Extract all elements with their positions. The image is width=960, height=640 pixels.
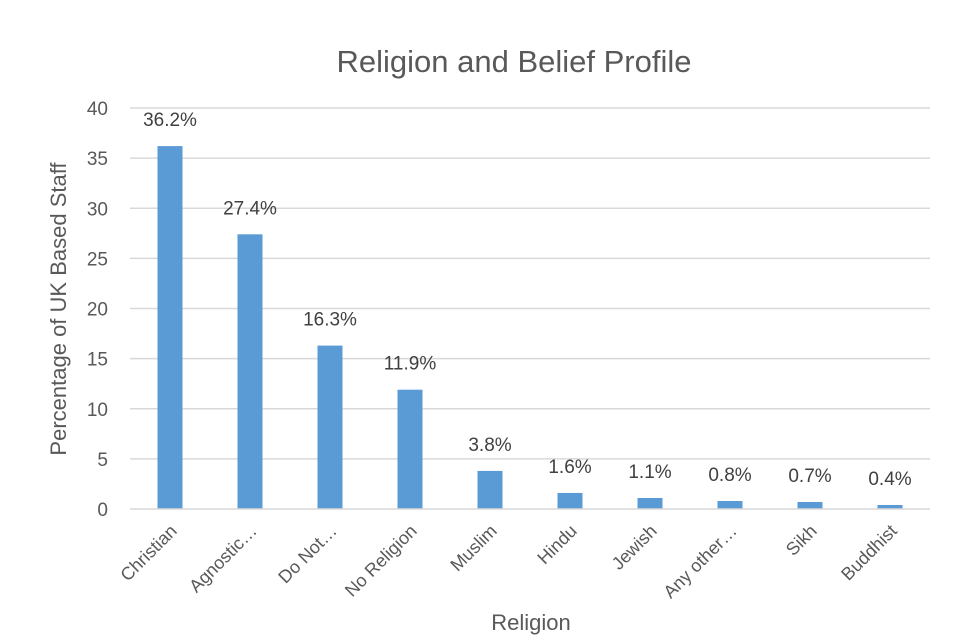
bar [717,500,743,509]
data-label: 1.6% [548,457,591,478]
bars [157,146,903,509]
y-tick-label: 0 [97,500,108,521]
bar [157,146,183,509]
x-axis-title: Religion [491,610,571,635]
bar [557,492,583,509]
x-category-label: Sikh [782,521,821,560]
y-tick-label: 25 [87,249,108,270]
data-label: 0.8% [708,465,751,486]
x-category-label: Do Not… [274,521,340,587]
y-tick-label: 15 [87,350,108,371]
y-tick-label: 30 [87,199,108,220]
x-category-label: Agnostic… [185,521,261,597]
x-category-label: Hindu [533,521,580,568]
bar [797,501,823,509]
data-label: 1.1% [628,462,671,483]
x-category-label: Jewish [608,521,661,574]
data-label: 0.7% [788,466,831,487]
y-axis-title: Percentage of UK Based Staff [46,162,71,456]
y-tick-label: 35 [87,149,108,170]
data-label: 27.4% [223,198,277,219]
x-category-label: Muslim [446,521,500,575]
data-labels: 36.2% 27.4% 16.3% 11.9% 3.8% 1.6% 1.1% 0.8% 0.7%… [143,110,912,490]
x-category-label: Christian [116,521,180,585]
y-axis-ticks: 0 5 10 15 20 25 30 35 40 [87,99,108,521]
bar [317,345,343,509]
bar [877,504,903,509]
chart-title: Religion and Belief Profile [337,44,692,79]
x-category-label: No Religion [341,521,421,601]
data-label: 3.8% [468,435,511,456]
bar [397,389,423,509]
bar [637,497,663,509]
bar [237,234,263,509]
x-category-label: Buddhist [837,521,901,585]
y-tick-label: 40 [87,99,108,120]
x-category-label: Any other… [659,521,740,602]
y-tick-label: 10 [87,400,108,421]
bar [477,470,503,509]
x-axis-categories: Christian Agnostic… Do Not… No Religion Musl… [116,521,900,602]
data-label: 11.9% [384,354,437,375]
data-label: 36.2% [143,110,197,131]
y-tick-label: 5 [97,450,108,471]
data-label: 16.3% [303,310,357,331]
data-label: 0.4% [868,469,911,490]
y-tick-label: 20 [87,300,108,321]
gridlines [130,107,930,460]
